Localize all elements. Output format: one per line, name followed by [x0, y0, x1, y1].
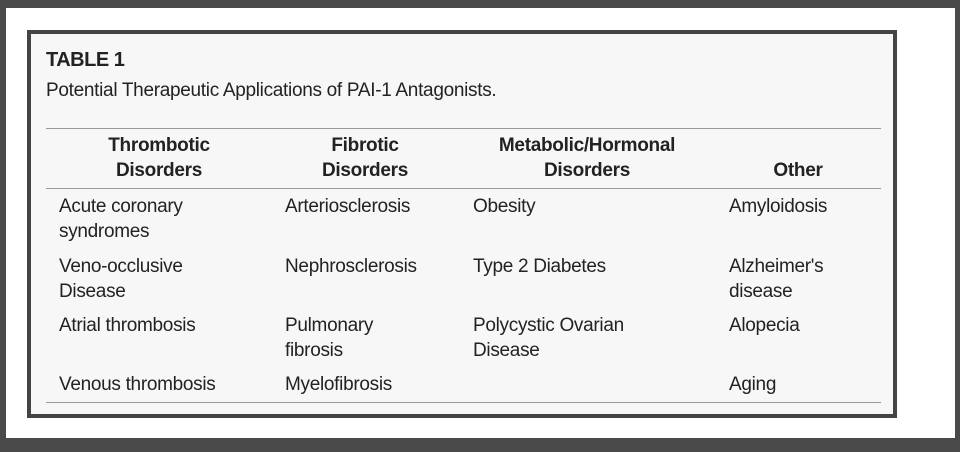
cell-line: disease	[729, 281, 793, 302]
column-header: Other	[688, 133, 908, 183]
header-line: Fibrotic	[331, 135, 399, 156]
header-line	[688, 133, 908, 158]
cell-line: Disease	[473, 340, 540, 361]
cell-line: Veno-occlusive	[59, 256, 183, 277]
header-line: Thrombotic	[108, 135, 210, 156]
cell-line: Disease	[59, 281, 126, 302]
cell-line: Polycystic Ovarian	[473, 315, 624, 336]
table-label: TABLE 1	[46, 49, 125, 71]
table-container: TABLE 1 Potential Therapeutic Applicatio…	[27, 30, 897, 418]
cell-line: Amyloidosis	[729, 196, 828, 217]
table-cell: Nephrosclerosis	[285, 254, 417, 279]
table-cell: Pulmonary fibrosis	[285, 313, 373, 363]
table-cell: Aging	[729, 372, 776, 397]
table-cell: Amyloidosis	[729, 194, 827, 219]
table-cell: Acute coronary syndromes	[59, 194, 183, 244]
table-cell: Atrial thrombosis	[59, 313, 196, 338]
column-header: Metabolic/Hormonal Disorders	[477, 133, 697, 183]
table-caption: Potential Therapeutic Applications of PA…	[46, 80, 497, 101]
table-cell: Myelofibrosis	[285, 372, 392, 397]
page: TABLE 1 Potential Therapeutic Applicatio…	[6, 8, 955, 438]
cell-line: Nephrosclerosis	[285, 256, 417, 277]
table-cell: Venous thrombosis	[59, 372, 216, 397]
cell-line: fibrosis	[285, 340, 343, 361]
cell-line: Acute coronary	[59, 196, 183, 217]
table-cell: Type 2 Diabetes	[473, 254, 606, 279]
table-cell: Obesity	[473, 194, 536, 219]
table-cell: Alopecia	[729, 313, 800, 338]
column-header: Thrombotic Disorders	[49, 133, 269, 183]
cell-line: Pulmonary	[285, 315, 374, 336]
bottom-rule	[46, 402, 881, 403]
cell-line: Obesity	[473, 196, 536, 217]
table-cell: Polycystic Ovarian Disease	[473, 313, 624, 363]
top-rule	[46, 128, 881, 129]
cell-line: Arteriosclerosis	[285, 196, 411, 217]
header-rule	[46, 188, 881, 189]
cell-line: Alzheimer's	[729, 256, 824, 277]
cell-line: Atrial thrombosis	[59, 315, 196, 336]
header-line: Disorders	[115, 160, 202, 181]
cell-line: Myelofibrosis	[285, 374, 392, 395]
header-line: Other	[773, 160, 823, 181]
table-cell: Alzheimer's disease	[729, 254, 824, 304]
column-header: Fibrotic Disorders	[255, 133, 475, 183]
cell-line: Aging	[729, 374, 777, 395]
header-line: Metabolic/Hormonal	[498, 135, 676, 156]
cell-line: syndromes	[59, 221, 150, 242]
table-cell: Veno-occlusive Disease	[59, 254, 183, 304]
table-cell: Arteriosclerosis	[285, 194, 410, 219]
header-line: Disorders	[543, 160, 630, 181]
cell-line: Venous thrombosis	[59, 374, 216, 395]
cell-line: Alopecia	[729, 315, 800, 336]
cell-line: Type 2 Diabetes	[473, 256, 606, 277]
header-line: Disorders	[321, 160, 408, 181]
